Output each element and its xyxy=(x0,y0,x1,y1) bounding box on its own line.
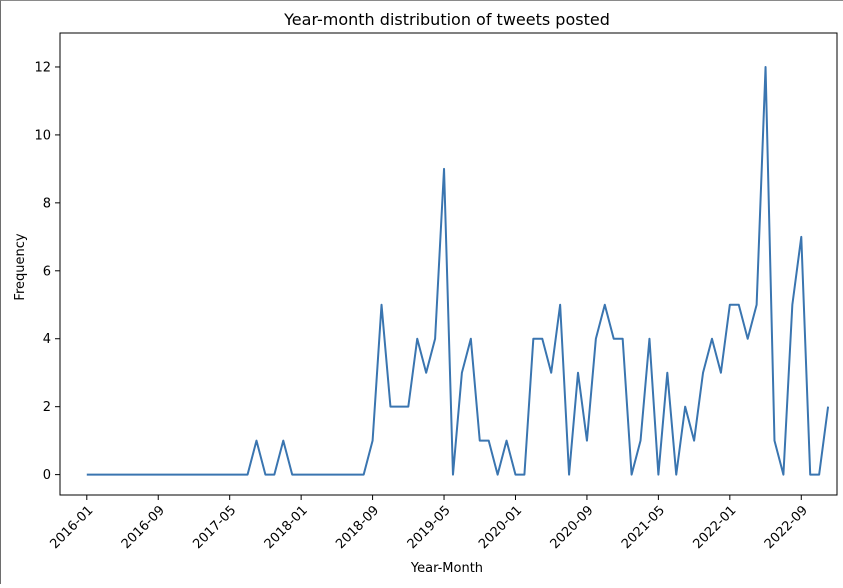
x-tick-label: 2019-05 xyxy=(405,503,454,552)
x-tick-label: 2020-09 xyxy=(548,503,597,552)
y-tick-label: 10 xyxy=(34,128,51,143)
plot-area-frame xyxy=(59,32,838,496)
x-tick-label: 2022-09 xyxy=(762,503,811,552)
x-tick-label: 2016-01 xyxy=(47,503,96,552)
x-tick-label: 2018-09 xyxy=(333,503,382,552)
y-tick-label: 6 xyxy=(43,264,51,279)
y-axis: 0 2 4 6 8 10 12 xyxy=(34,60,60,483)
x-tick-label: 2020-01 xyxy=(476,503,525,552)
y-tick-label: 0 xyxy=(43,468,51,483)
y-tick-label: 8 xyxy=(43,196,51,211)
x-axis: 2016-01 2016-09 2017-05 2018-01 2018-09 2019-… xyxy=(47,495,811,552)
series-line xyxy=(86,65,830,476)
x-axis-label: Year-Month xyxy=(410,561,483,576)
x-tick-label: 2021-05 xyxy=(619,503,668,552)
x-tick-label: 2022-01 xyxy=(690,503,739,552)
x-tick-label: 2016-09 xyxy=(119,503,168,552)
y-tick-label: 12 xyxy=(34,60,51,75)
y-tick-label: 4 xyxy=(43,332,51,347)
y-tick-label: 2 xyxy=(43,400,51,415)
x-tick-label: 2017-05 xyxy=(190,503,239,552)
x-tick-label: 2018-01 xyxy=(262,503,311,552)
chart-title: Year-month distribution of tweets posted xyxy=(283,10,610,29)
y-axis-label: Frequency xyxy=(13,233,28,300)
